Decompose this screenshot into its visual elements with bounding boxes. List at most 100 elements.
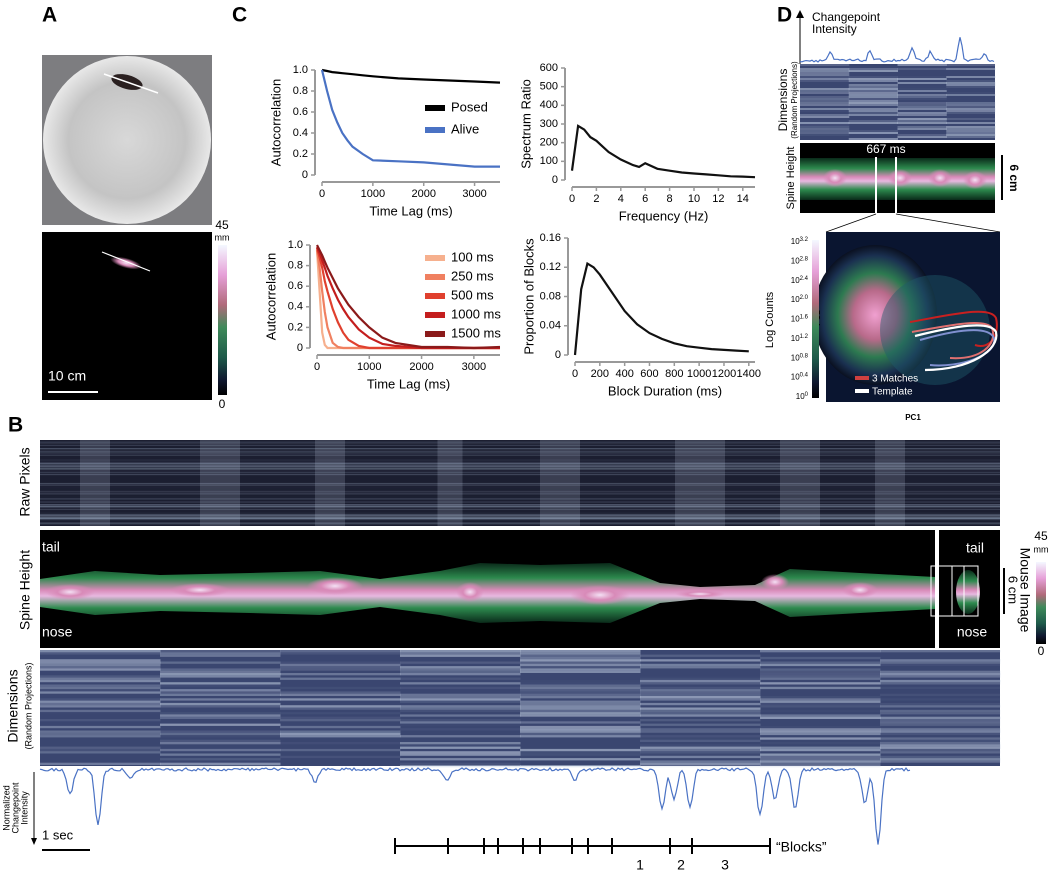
raw-pixels-glow xyxy=(780,440,820,526)
dimensions-stripe xyxy=(400,682,521,685)
colorbar-tick: 100.4 xyxy=(791,372,809,382)
raw-pixels-stripe xyxy=(40,497,1000,498)
dimensions-stripe xyxy=(946,108,996,110)
dimensions-stripe xyxy=(760,732,881,736)
row-label: Spine Height xyxy=(785,147,797,210)
y-tick-label: 0.16 xyxy=(540,232,561,244)
dimensions-stripe xyxy=(40,666,161,669)
dimensions-stripe xyxy=(880,755,1001,759)
inset-box xyxy=(930,565,965,617)
dimensions-stripe xyxy=(40,675,161,678)
dimensions-stripe xyxy=(880,726,1001,728)
dimensions-stripe xyxy=(760,698,881,701)
colorbar-tick: 100.8 xyxy=(791,353,809,363)
raw-pixels-stripe xyxy=(40,459,1000,461)
spine-highlight xyxy=(888,169,912,187)
tick-exponent: 2.8 xyxy=(800,256,809,262)
spine-highlight xyxy=(928,169,952,187)
dimensions-stripe xyxy=(400,746,521,749)
dimensions-stripe xyxy=(280,730,401,733)
dimensions-stripe xyxy=(280,707,401,710)
raw-pixels-stripe xyxy=(40,501,1000,502)
dimensions-stripe xyxy=(848,84,898,86)
dimensions-stripe xyxy=(946,82,996,84)
y-tick-label: 0.2 xyxy=(293,148,308,160)
dimensions-stripe xyxy=(520,721,641,724)
tick-exponent: 0 xyxy=(805,392,809,398)
dimensions-stripe xyxy=(880,693,1001,696)
dimensions-stripe xyxy=(400,744,521,747)
dimensions-stripe xyxy=(40,762,161,765)
arrow-head xyxy=(796,10,804,18)
y-axis-label: Spectrum Ratio xyxy=(518,79,533,169)
dimensions-stripe xyxy=(280,732,401,736)
dimensions-stripe xyxy=(848,122,898,124)
dimensions-stripe xyxy=(640,698,761,701)
dimensions-stripe xyxy=(800,68,850,70)
spine-label: tail xyxy=(42,539,60,555)
dimensions-stripe xyxy=(520,680,641,682)
legend-label: Template xyxy=(872,387,913,398)
dimensions-stripe xyxy=(946,68,996,70)
dimensions-stripe xyxy=(160,762,281,765)
y-tick-label: 1.0 xyxy=(293,64,308,76)
dimensions-stripe xyxy=(946,126,996,128)
dimensions-stripe xyxy=(880,705,1001,708)
dimensions-stripe xyxy=(880,675,1001,678)
dimensions-stripe xyxy=(880,739,1001,742)
raw-pixels-stripe xyxy=(40,508,1000,510)
dimensions-stripe xyxy=(520,661,641,664)
dimensions-stripe xyxy=(760,737,881,740)
dimensions-stripe xyxy=(848,90,898,92)
dimensions-stripe xyxy=(640,730,761,733)
dimensions-stripe xyxy=(897,114,947,116)
raw-pixels-stripe xyxy=(40,518,1000,520)
dimensions-stripe xyxy=(800,110,849,112)
spine-highlight xyxy=(307,577,363,595)
dimensions-stripe xyxy=(946,106,996,108)
dimensions-stripe xyxy=(880,760,1001,763)
changepoint-label: Intensity xyxy=(812,22,857,36)
dimensions-stripe xyxy=(897,112,947,114)
dimensions-stripe xyxy=(40,684,161,687)
dimensions-stripe xyxy=(520,714,641,717)
dimensions-stripe xyxy=(520,666,641,669)
dimensions-stripe xyxy=(520,730,641,733)
dimensions-stripe xyxy=(400,751,521,754)
dimensions-stripe xyxy=(160,712,281,715)
dimensions-stripe xyxy=(848,132,898,134)
dimensions-stripe xyxy=(848,86,898,88)
dimensions-stripe xyxy=(40,746,161,749)
dimensions-stripe xyxy=(848,76,898,78)
dimensions-stripe xyxy=(800,114,850,116)
dimensions-stripe xyxy=(946,112,996,114)
dimensions-stripe xyxy=(946,134,996,136)
dimensions-stripe xyxy=(640,714,761,717)
raw-pixels-stripe xyxy=(40,492,1000,494)
dimensions-stripe xyxy=(40,679,161,683)
dimensions-stripe xyxy=(280,725,401,729)
dimensions-stripe xyxy=(760,746,881,749)
dimensions-stripe xyxy=(520,663,641,667)
colorbar-min: 0 xyxy=(219,397,226,411)
dimensions-stripe xyxy=(400,714,521,717)
dimensions-stripe xyxy=(160,670,281,673)
dimensions-stripe xyxy=(880,686,1001,690)
dimensions-stripe xyxy=(800,138,849,140)
raw-pixels-stripe xyxy=(40,522,1000,524)
dimensions-stripe xyxy=(800,72,850,74)
x-tick-label: 0 xyxy=(319,188,325,200)
dimensions-stripe xyxy=(640,755,761,759)
colorbar-tick: 102.0 xyxy=(791,295,809,305)
tick-exponent: 0.8 xyxy=(800,353,809,359)
tick-exponent: 2.4 xyxy=(800,275,809,281)
dimensions-stripe xyxy=(640,739,761,742)
dimensions-stripe xyxy=(640,762,761,765)
dimensions-stripe xyxy=(160,668,281,671)
dimensions-stripe xyxy=(880,709,1001,713)
colorbar-tick: 101.6 xyxy=(791,314,809,324)
dimensions-stripe xyxy=(400,652,521,655)
dimensions-stripe xyxy=(400,661,521,664)
dimensions-stripe xyxy=(280,668,401,671)
tick-exponent: 1.2 xyxy=(800,333,809,339)
